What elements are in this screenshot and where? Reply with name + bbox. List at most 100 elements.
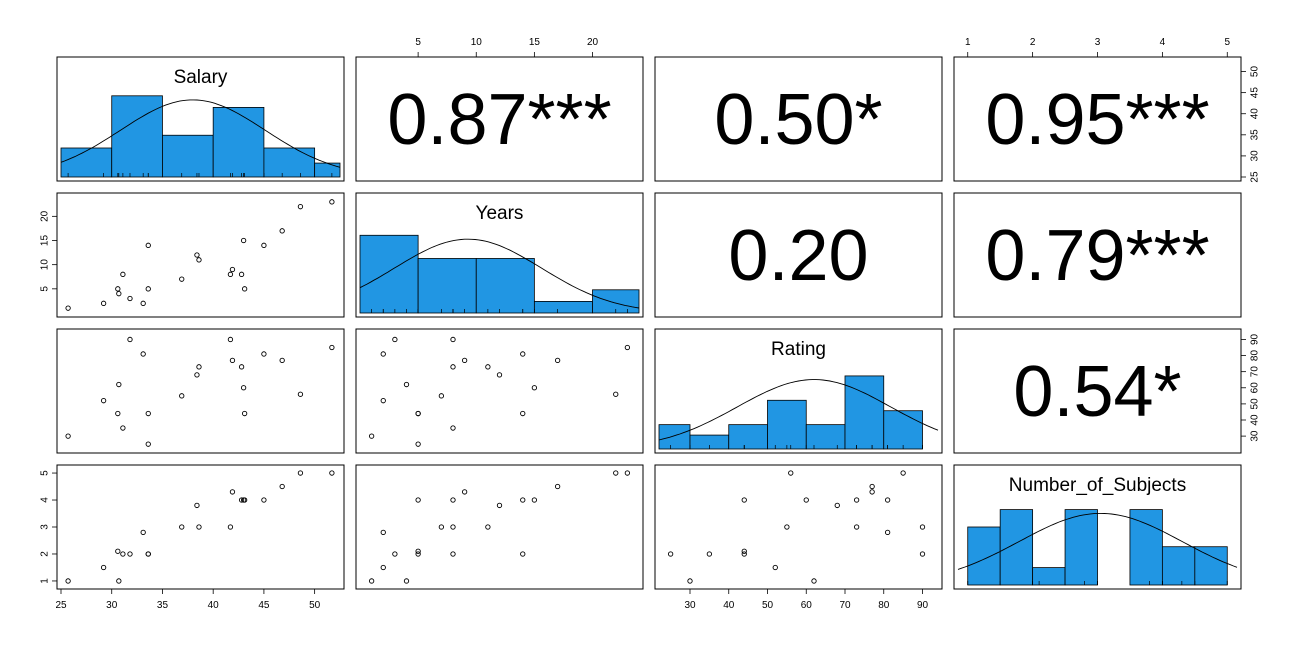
histogram-bar-Rating-2: [728, 424, 768, 450]
right-axis-salary-tick-label-0: 25: [1250, 171, 1261, 183]
scatter-point-2-1-8: [415, 441, 421, 447]
scatter-point-3-0-14: [238, 497, 245, 503]
scatter-point-2-0-0: [65, 433, 71, 439]
left-axis-years-tick-label-3: 20: [40, 210, 51, 222]
top-axis-years-tick-label-1: 10: [471, 37, 483, 48]
panel-frame-0-0: [56, 56, 345, 182]
scatter-point-3-1-7: [520, 551, 526, 557]
right-axis-salary-tick-label-4: 45: [1250, 87, 1261, 99]
scatter-point-3-2-3: [811, 578, 817, 584]
bottom-axis-salary-tick-label-0: 25: [55, 600, 67, 611]
bottom-axis-rating-tick-label-3: 60: [801, 600, 813, 611]
correlation-label-0-1: 0.87***: [387, 80, 611, 160]
histogram-bar-Years-0: [359, 234, 419, 314]
bottom-axis-rating-tick-label-2: 50: [762, 600, 774, 611]
scatter-point-3-1-6: [380, 529, 386, 536]
scatter-point-2-0-2: [115, 410, 121, 417]
panel-frame-2-3: [953, 328, 1242, 454]
scatter-point-3-2-8: [667, 551, 674, 557]
top-axis-number-of-subjects-tick-label-3: 4: [1160, 37, 1166, 48]
top-axis-years-tick-label-2: 15: [529, 37, 541, 48]
right-axis-rating-tick-label-0: 30: [1250, 430, 1261, 442]
scatter-point-3-1-14: [450, 497, 456, 503]
scatter-point-3-0-16: [241, 497, 248, 503]
scatter-point-3-2-18: [869, 483, 875, 490]
left-axis-number-of-subjects-tick-label-4: 5: [40, 470, 51, 476]
scatter-point-3-1-11: [485, 524, 491, 530]
top-axis-years-tick-label-0: 5: [415, 37, 421, 48]
histogram-bar-Salary-2: [162, 134, 214, 178]
scatter-point-1-0-15: [240, 237, 247, 244]
scatter-point-3-0-6: [140, 529, 146, 536]
histogram-bar-Salary-1: [111, 95, 163, 178]
bottom-axis-salary-tick-label-3: 40: [208, 600, 220, 611]
histogram-bar-Number_of_Subjects-3: [1064, 509, 1098, 586]
scatter-point-1-0-8: [145, 286, 151, 292]
scatter-point-1-0-20: [329, 199, 335, 205]
histogram-bar-Rating-4: [805, 424, 846, 450]
scatter-point-2-1-7: [520, 410, 526, 417]
scatter-point-1-0-19: [297, 204, 304, 210]
left-axis-years-tick-label-1: 10: [40, 259, 51, 271]
scatter-point-3-1-1: [380, 564, 386, 571]
scatter-point-3-0-18: [279, 483, 285, 490]
histogram-bar-Salary-4: [263, 147, 316, 178]
scatter-point-2-0-15: [240, 385, 247, 391]
scatter-point-3-0-9: [179, 524, 185, 530]
scatter-point-2-0-17: [261, 351, 267, 357]
scatter-point-3-1-8: [415, 551, 421, 557]
histogram-bar-Rating-0: [658, 424, 691, 450]
bottom-axis-salary-tick-label-2: 35: [157, 600, 169, 611]
scatter-point-3-0-4: [120, 551, 126, 557]
scatter-point-1-0-11: [196, 257, 202, 263]
scatter-point-1-0-2: [115, 286, 121, 292]
correlation-label-1-2: 0.20: [728, 216, 868, 296]
scatter-point-3-2-16: [741, 497, 747, 503]
variable-name-Salary: Salary: [174, 67, 228, 88]
panel-frame-0-1: [355, 56, 644, 182]
scatter-point-3-2-15: [803, 497, 809, 503]
bottom-axis-rating-tick-label-1: 40: [723, 600, 735, 611]
scatter-point-3-2-5: [919, 551, 926, 557]
histogram-bar-Salary-5: [314, 162, 341, 178]
density-curve-Years: [359, 238, 640, 309]
correlation-label-2-3: 0.54*: [1013, 352, 1181, 432]
scatter-point-1-0-10: [194, 252, 200, 258]
scatter-point-3-2-17: [884, 497, 891, 503]
scatter-point-3-2-2: [741, 548, 747, 554]
histogram-bar-Years-3: [533, 300, 593, 314]
scatter-point-1-0-17: [261, 242, 267, 248]
scatter-point-3-2-10: [834, 502, 840, 509]
histogram-bar-Number_of_Subjects-2: [1032, 567, 1066, 586]
scatter-point-3-0-13: [229, 489, 236, 495]
scatter-point-3-0-5: [127, 551, 133, 557]
scatter-point-3-0-20: [329, 470, 335, 476]
right-axis-salary-tick-label-5: 50: [1250, 66, 1261, 78]
density-curve-Number_of_Subjects: [957, 512, 1238, 570]
histogram-bar-Number_of_Subjects-0: [967, 526, 1001, 586]
scatter-point-3-1-13: [461, 489, 468, 495]
scatter-point-3-1-5: [392, 551, 398, 557]
left-axis-number-of-subjects-tick-label-1: 2: [40, 551, 51, 557]
scatter-point-3-1-10: [496, 502, 503, 509]
scatter-point-1-0-9: [179, 276, 185, 282]
right-axis-rating-tick-label-2: 50: [1250, 398, 1261, 410]
right-axis-rating-tick-label-5: 80: [1250, 350, 1261, 362]
scatter-point-2-0-6: [140, 351, 146, 357]
top-axis-number-of-subjects-tick-label-1: 2: [1030, 37, 1036, 48]
scatter-point-3-0-19: [297, 470, 304, 476]
scatter-point-3-0-2: [115, 548, 121, 554]
scatter-point-2-1-4: [450, 425, 456, 431]
histogram-bar-Rating-6: [883, 410, 923, 450]
scatter-point-3-2-7: [741, 551, 747, 557]
scatter-point-2-1-19: [613, 391, 619, 397]
scatter-point-3-2-6: [884, 529, 891, 536]
histogram-bar-Number_of_Subjects-1: [999, 509, 1034, 586]
scatter-point-1-0-0: [65, 305, 71, 311]
scatter-point-1-0-12: [227, 271, 234, 277]
scatter-point-2-0-13: [229, 357, 236, 364]
scatter-point-3-0-17: [261, 497, 267, 503]
histogram-bar-Salary-0: [60, 147, 113, 178]
panel-frame-1-0: [56, 192, 345, 318]
scatter-point-2-1-15: [531, 385, 538, 391]
